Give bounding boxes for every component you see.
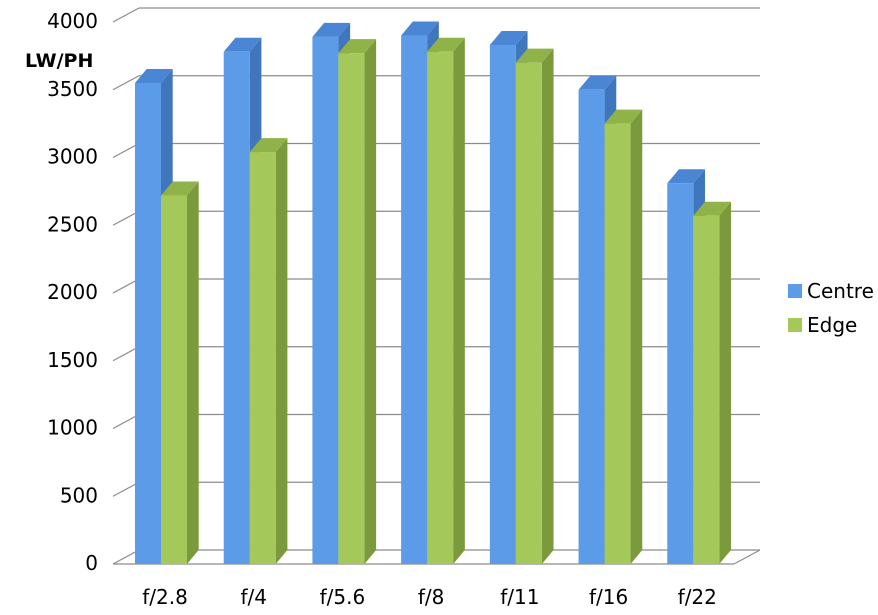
y-tick-label: 2500 <box>47 212 98 236</box>
y-tick-label: 2000 <box>47 280 98 304</box>
bar-edge <box>161 195 187 564</box>
x-tick-label: f/16 <box>589 585 628 609</box>
legend: Centre Edge <box>788 279 874 337</box>
gridline-side <box>112 210 140 226</box>
bar-top-edge <box>249 138 288 153</box>
y-tick-label: 500 <box>60 483 98 507</box>
bar-side-edge <box>453 37 465 565</box>
legend-swatch-centre <box>788 284 802 298</box>
x-tick-label: f/11 <box>500 585 539 609</box>
x-tick-label: f/22 <box>678 585 717 609</box>
gridline-side <box>112 7 140 23</box>
bar-edge <box>693 215 720 564</box>
bar-edge <box>515 62 542 565</box>
bar-side-edge <box>630 109 643 564</box>
bar-centre <box>489 45 516 565</box>
gridline-side <box>112 278 140 294</box>
x-tick-label: f/4 <box>240 585 267 609</box>
bar-top-edge <box>515 48 554 63</box>
bar-side-edge <box>187 181 199 564</box>
bar-top-edge <box>161 181 199 196</box>
gridline-side <box>112 142 140 159</box>
bar-centre <box>135 82 161 564</box>
bar-side-edge <box>541 48 554 564</box>
x-tick-label: f/2.8 <box>142 585 188 609</box>
legend-label-centre: Centre <box>807 279 874 303</box>
legend-swatch-edge <box>788 318 802 332</box>
bar-side-edge <box>364 39 377 565</box>
x-tick-label: f/8 <box>418 585 445 609</box>
bar-top-edge <box>604 109 643 124</box>
floor-edge-right <box>733 549 761 565</box>
gridline-side <box>112 549 140 565</box>
x-axis-ticks: f/2.8 f/4 f/5.6 f/8 f/11 f/16 f/22 <box>142 585 717 609</box>
bar-side-edge <box>719 201 731 564</box>
bar-top-edge <box>693 201 731 216</box>
bar-edge <box>338 53 365 564</box>
y-tick-label: 4000 <box>47 9 98 33</box>
x-tick-label: f/5.6 <box>320 585 366 609</box>
bar-centre <box>578 89 605 564</box>
gridline-side <box>112 75 140 91</box>
bar-top-centre <box>223 37 262 52</box>
gridline-side <box>112 413 140 430</box>
bar-top-edge <box>427 37 465 52</box>
bar-top-centre <box>578 75 617 90</box>
bar-top-centre <box>135 68 173 83</box>
bar-side-edge <box>275 138 288 564</box>
bar-centre <box>667 183 694 564</box>
bar-edge <box>604 123 631 564</box>
bar-centre <box>223 51 250 565</box>
bar-top-centre <box>489 31 528 46</box>
gridline-side <box>112 346 140 362</box>
y-tick-label: 3000 <box>47 145 98 169</box>
gridline-side <box>112 481 140 497</box>
y-tick-label: 0 <box>85 551 98 575</box>
bar-top-edge <box>338 39 377 54</box>
bar-edge <box>249 152 276 564</box>
bar-edge <box>427 51 454 565</box>
bar-top-centre <box>312 22 351 37</box>
bar-centre <box>312 36 339 564</box>
y-tick-label: 1500 <box>47 348 98 372</box>
legend-label-edge: Edge <box>807 313 857 337</box>
y-axis-ticks: 0 500 1000 1500 2000 2500 3000 3500 4000 <box>47 9 98 575</box>
y-axis-label: LW/PH <box>25 50 93 72</box>
y-tick-label: 3500 <box>47 77 98 101</box>
bar-top-centre <box>667 169 705 184</box>
bar-centre <box>401 35 428 565</box>
bars <box>135 21 731 565</box>
y-tick-label: 1000 <box>47 416 98 440</box>
bar-top-centre <box>401 21 439 36</box>
